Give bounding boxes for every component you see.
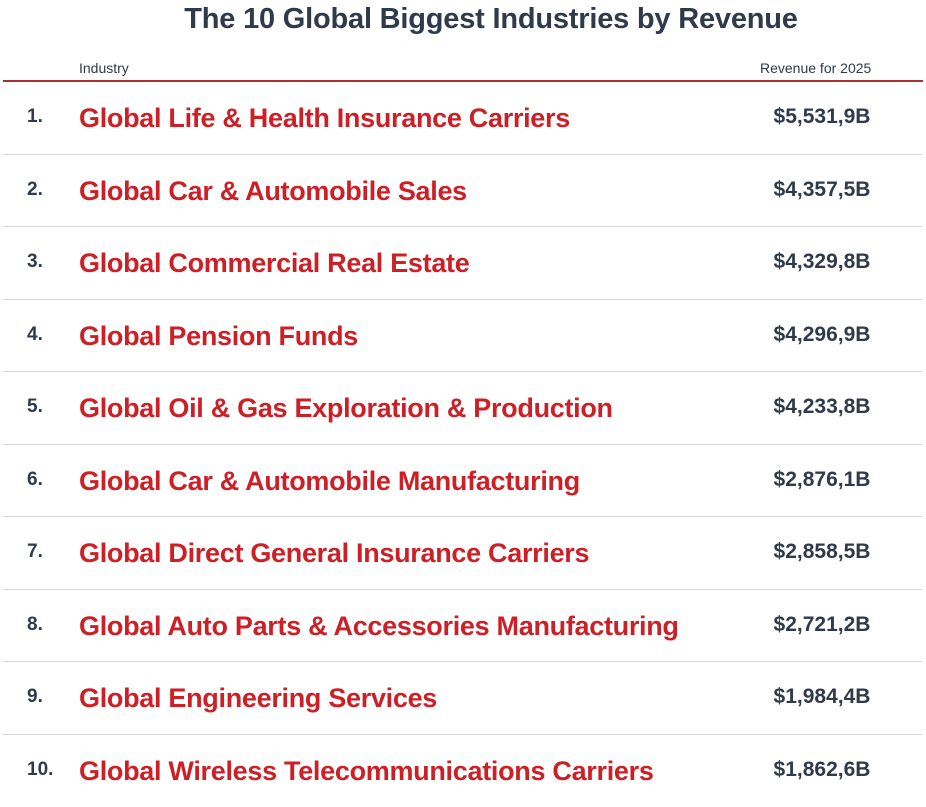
- industry-name[interactable]: Global Pension Funds: [79, 321, 358, 352]
- revenue-value: $4,296,9B: [763, 323, 881, 347]
- revenue-value: $4,233,8B: [763, 395, 881, 419]
- table-row: 2. Global Car & Automobile Sales $4,357,…: [3, 155, 922, 228]
- industry-name[interactable]: Global Engineering Services: [79, 683, 437, 714]
- rank-number: 3.: [27, 251, 43, 273]
- table-row: 5. Global Oil & Gas Exploration & Produc…: [3, 372, 922, 445]
- page-title: The 10 Global Biggest Industries by Reve…: [0, 3, 926, 36]
- rank-number: 8.: [27, 614, 43, 636]
- industry-table: 1. Global Life & Health Insurance Carrie…: [0, 82, 926, 807]
- industry-name[interactable]: Global Car & Automobile Sales: [79, 176, 467, 207]
- industry-name[interactable]: Global Auto Parts & Accessories Manufact…: [79, 611, 679, 642]
- industry-name[interactable]: Global Car & Automobile Manufacturing: [79, 466, 580, 497]
- table-row: 9. Global Engineering Services $1,984,4B: [3, 662, 922, 735]
- revenue-value: $2,876,1B: [763, 468, 881, 492]
- rank-number: 10.: [27, 759, 53, 781]
- revenue-value: $2,858,5B: [763, 540, 881, 564]
- industry-name[interactable]: Global Direct General Insurance Carriers: [79, 538, 589, 569]
- column-header-industry: Industry: [79, 60, 129, 76]
- rank-number: 6.: [27, 469, 43, 491]
- revenue-value: $4,357,5B: [763, 178, 881, 202]
- table-row: 7. Global Direct General Insurance Carri…: [3, 517, 922, 590]
- rank-number: 7.: [27, 541, 43, 563]
- rank-number: 1.: [27, 106, 43, 128]
- column-header-revenue: Revenue for 2025: [760, 60, 871, 76]
- table-row: 3. Global Commercial Real Estate $4,329,…: [3, 227, 922, 300]
- industry-name[interactable]: Global Wireless Telecommunications Carri…: [79, 756, 654, 787]
- industry-name[interactable]: Global Life & Health Insurance Carriers: [79, 103, 570, 134]
- revenue-value: $4,329,8B: [763, 250, 881, 274]
- industry-name[interactable]: Global Commercial Real Estate: [79, 248, 469, 279]
- revenue-value: $5,531,9B: [763, 105, 881, 129]
- table-row: 8. Global Auto Parts & Accessories Manuf…: [3, 590, 922, 663]
- rank-number: 9.: [27, 686, 43, 708]
- rank-number: 4.: [27, 324, 43, 346]
- revenue-value: $1,862,6B: [763, 758, 881, 782]
- table-row: 1. Global Life & Health Insurance Carrie…: [3, 82, 922, 155]
- table-row: 10. Global Wireless Telecommunications C…: [3, 735, 922, 807]
- table-row: 4. Global Pension Funds $4,296,9B: [3, 300, 922, 373]
- revenue-value: $1,984,4B: [763, 685, 881, 709]
- industry-name[interactable]: Global Oil & Gas Exploration & Productio…: [79, 393, 613, 424]
- table-row: 6. Global Car & Automobile Manufacturing…: [3, 445, 922, 518]
- revenue-value: $2,721,2B: [763, 613, 881, 637]
- rank-number: 2.: [27, 179, 43, 201]
- rank-number: 5.: [27, 396, 43, 418]
